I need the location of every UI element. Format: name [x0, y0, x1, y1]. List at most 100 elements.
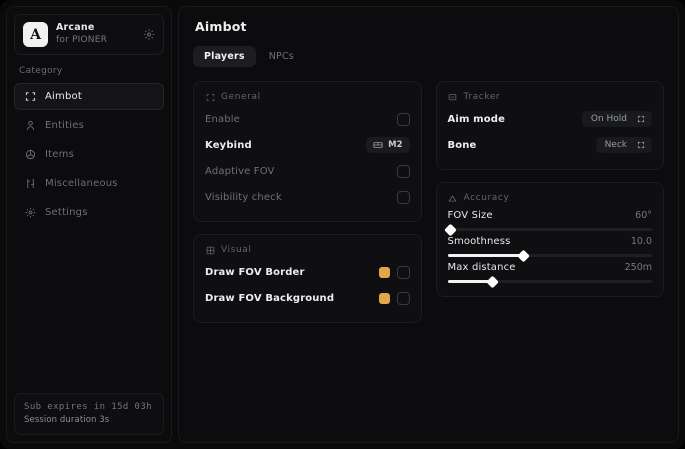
brand-logo: A — [23, 22, 48, 47]
grid-icon — [205, 245, 215, 255]
sidebar-item-items[interactable]: Items — [14, 141, 164, 168]
slider-fill — [447, 254, 524, 257]
subscription-footer: Sub expires in 15d 03h Session duration … — [14, 393, 164, 435]
tab-players[interactable]: Players — [193, 46, 256, 67]
sidebar: A Arcane for PIONER Category Ai — [6, 6, 172, 443]
sidebar-item-entities[interactable]: Entities — [14, 112, 164, 139]
visibility-check-checkbox[interactable] — [396, 190, 410, 204]
row-label: Adaptive FOV — [205, 165, 275, 177]
main-content: Aimbot Players NPCs General — [178, 6, 679, 443]
row-label: Draw FOV Background — [205, 292, 335, 304]
slider-header: Smoothness 10.0 — [448, 236, 653, 254]
card-accuracy: Accuracy FOV Size 60° — [435, 182, 664, 297]
keybind-value: M2 — [388, 140, 403, 150]
draw-fov-border-checkbox[interactable] — [396, 265, 410, 279]
bone-value: Neck — [604, 140, 627, 150]
brand-card[interactable]: A Arcane for PIONER — [14, 14, 164, 55]
sidebar-item-settings[interactable]: Settings — [14, 199, 164, 226]
crosshair-icon — [24, 91, 36, 103]
draw-fov-background-checkbox[interactable] — [396, 291, 410, 305]
sidebar-spacer — [14, 226, 164, 393]
row-label: Enable — [205, 113, 240, 125]
slider-label: Smoothness — [447, 236, 511, 247]
triangle-icon — [448, 193, 458, 203]
card-title: Accuracy — [463, 193, 510, 203]
slider-smoothness: Smoothness 10.0 — [447, 233, 653, 262]
row-enable: Enable — [205, 106, 410, 132]
row-controls — [378, 291, 410, 305]
row-controls — [378, 265, 410, 279]
slider-max-distance: Max distance 250m — [447, 259, 653, 288]
sidebar-nav: Aimbot Entities Items — [14, 83, 164, 226]
card-title: Visual — [221, 245, 252, 255]
aim-mode-value: On Hold — [590, 114, 627, 124]
row-label: Visibility check — [205, 191, 282, 203]
row-bone: Bone Neck — [447, 132, 652, 158]
slider-header: Max distance 250m — [448, 262, 653, 280]
sliders-icon — [24, 178, 36, 190]
slider-label: FOV Size — [447, 210, 493, 221]
row-label: Bone — [447, 139, 477, 151]
card-visual: Visual Draw FOV Border Draw FOV Backgrou… — [193, 234, 422, 323]
brand-name: Arcane — [56, 22, 95, 34]
row-draw-fov-background: Draw FOV Background — [205, 285, 410, 311]
sidebar-item-label: Settings — [45, 207, 88, 218]
card-accuracy-header: Accuracy — [448, 193, 653, 207]
sidebar-item-aimbot[interactable]: Aimbot — [14, 83, 164, 110]
row-adaptive-fov: Adaptive FOV — [205, 158, 410, 184]
row-label: Keybind — [205, 139, 252, 151]
gear-icon — [24, 207, 36, 219]
box-icon — [24, 149, 36, 161]
fov-border-color-swatch[interactable] — [378, 266, 390, 278]
monitor-icon — [448, 92, 458, 102]
sidebar-item-label: Entities — [45, 120, 85, 131]
card-title: General — [221, 92, 261, 102]
sidebar-item-label: Aimbot — [45, 91, 82, 102]
slider-value: 60° — [635, 210, 652, 221]
slider-fill — [447, 280, 493, 283]
slider-value: 10.0 — [630, 236, 652, 247]
sidebar-item-label: Items — [45, 149, 74, 160]
gear-icon[interactable] — [142, 28, 155, 41]
slider-track[interactable] — [447, 249, 652, 262]
left-column: General Enable Keybind M2 — [193, 81, 422, 323]
page-title: Aimbot — [195, 19, 247, 34]
slider-fov-size: FOV Size 60° — [443, 207, 653, 236]
slider-label: Max distance — [447, 262, 516, 273]
row-label: Aim mode — [447, 113, 505, 125]
slider-header: FOV Size 60° — [448, 210, 653, 228]
row-keybind: Keybind M2 — [205, 132, 410, 158]
slider-value: 250m — [624, 262, 652, 273]
card-tracker: Tracker Aim mode On Hold — [435, 81, 664, 170]
sidebar-item-label: Miscellaneous — [45, 178, 118, 189]
slider-track[interactable] — [443, 223, 652, 236]
slider-track[interactable] — [447, 275, 652, 288]
tab-npcs[interactable]: NPCs — [268, 51, 294, 62]
expand-icon — [636, 141, 645, 150]
settings-columns: General Enable Keybind M2 — [193, 81, 664, 323]
brand-text: Arcane for PIONER — [56, 22, 107, 45]
aim-mode-select[interactable]: On Hold — [581, 111, 652, 127]
card-general-header: General — [205, 92, 410, 106]
session-duration-text: Session duration 3s — [24, 415, 110, 425]
card-tracker-header: Tracker — [448, 92, 653, 106]
row-aim-mode: Aim mode On Hold — [447, 106, 652, 132]
card-visual-header: Visual — [205, 245, 410, 259]
row-draw-fov-border: Draw FOV Border — [205, 259, 410, 285]
expand-icon — [636, 115, 645, 124]
tab-bar: Players NPCs — [193, 46, 664, 67]
card-title: Tracker — [463, 92, 501, 102]
keybind-button[interactable]: M2 — [366, 137, 410, 153]
category-label: Category — [19, 66, 63, 76]
sidebar-item-miscellaneous[interactable]: Miscellaneous — [14, 170, 164, 197]
crosshair-icon — [205, 92, 215, 102]
enable-checkbox[interactable] — [396, 112, 410, 126]
bone-select[interactable]: Neck — [595, 137, 652, 153]
right-column: Tracker Aim mode On Hold — [435, 81, 664, 297]
row-label: Draw FOV Border — [205, 266, 305, 278]
adaptive-fov-checkbox[interactable] — [396, 164, 410, 178]
person-icon — [24, 120, 36, 132]
card-general: General Enable Keybind M2 — [193, 81, 422, 222]
fov-background-color-swatch[interactable] — [378, 292, 390, 304]
